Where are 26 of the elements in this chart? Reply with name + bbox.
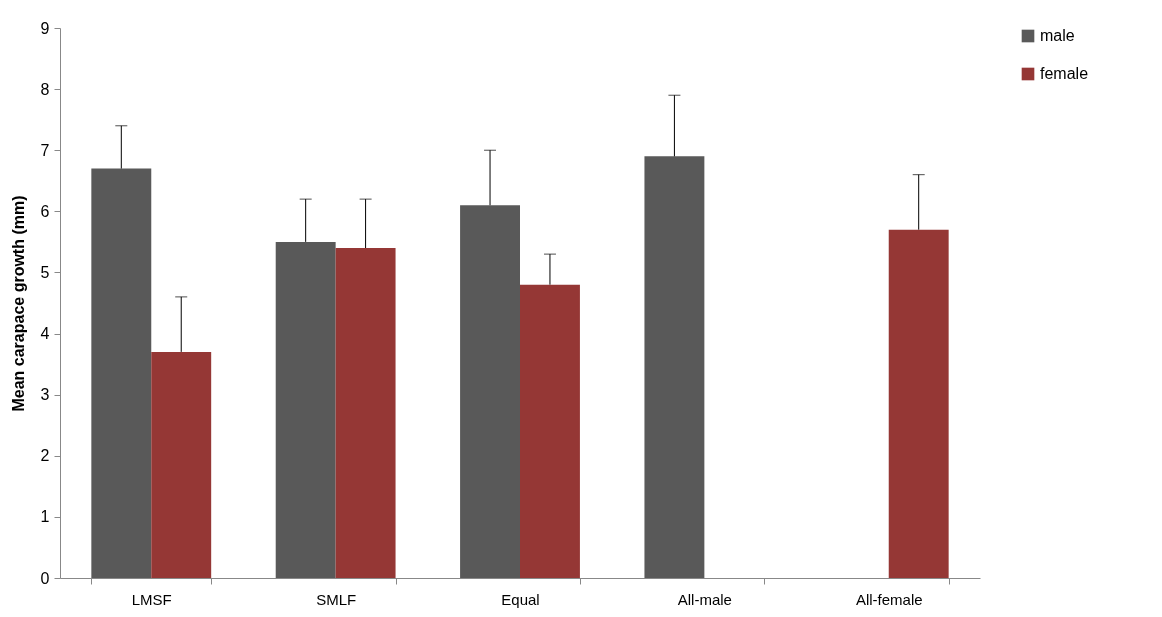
- y-axis-title: Mean carapace growth (mm): [9, 195, 27, 412]
- y-tick-label: 9: [40, 19, 50, 37]
- x-tick-label: SMLF: [316, 590, 357, 608]
- x-tick-label: All-male: [677, 590, 732, 608]
- y-tick-label: 2: [40, 447, 50, 465]
- bar: [91, 168, 152, 578]
- bar: [151, 351, 212, 578]
- y-tick-label: 3: [40, 386, 50, 404]
- y-tick-label: 7: [40, 141, 50, 159]
- bar: [275, 241, 336, 578]
- y-tick-label: 0: [40, 569, 50, 587]
- bar: [644, 156, 705, 578]
- x-tick-label: Equal: [501, 590, 540, 608]
- x-tick-label: All-female: [855, 590, 923, 608]
- bar: [520, 284, 580, 578]
- bar: [460, 205, 520, 578]
- bar: [335, 248, 396, 578]
- bar: [888, 229, 949, 578]
- y-tick-label: 8: [40, 80, 50, 98]
- x-tick-label: LMSF: [131, 590, 172, 608]
- y-tick-label: 4: [40, 325, 50, 343]
- y-tick-label: 1: [40, 508, 50, 526]
- y-tick-label: 6: [40, 202, 50, 220]
- legend-label: male: [1040, 27, 1075, 44]
- y-tick-label: 5: [40, 263, 50, 281]
- legend-label: female: [1040, 65, 1089, 82]
